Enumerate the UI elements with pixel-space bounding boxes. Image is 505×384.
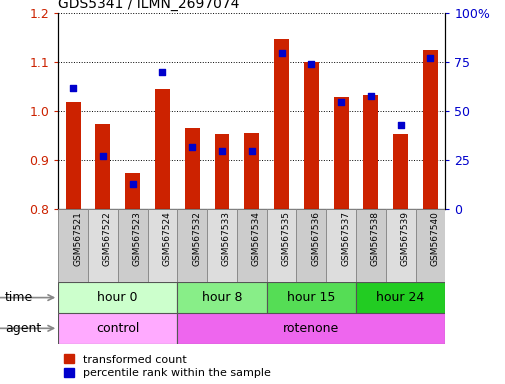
Text: GSM567522: GSM567522 (103, 212, 112, 266)
Point (366, 93, 374, 99)
Text: GSM567533: GSM567533 (222, 212, 230, 266)
Text: GSM567524: GSM567524 (162, 212, 171, 266)
Text: GSM567540: GSM567540 (430, 212, 438, 266)
Point (396, 122, 404, 128)
Bar (88, 209, 118, 282)
Text: hour 15: hour 15 (286, 291, 335, 304)
Bar (177, 282, 266, 313)
Text: GDS5341 / ILMN_2697074: GDS5341 / ILMN_2697074 (58, 0, 239, 11)
Bar (58, 282, 177, 313)
Text: GSM567535: GSM567535 (281, 212, 290, 266)
Text: hour 24: hour 24 (376, 291, 424, 304)
Bar (58, 313, 177, 344)
Bar (177, 313, 444, 344)
Bar (155, 89, 170, 209)
Bar (385, 209, 415, 282)
Point (307, 61, 315, 68)
Bar (125, 172, 140, 209)
Bar (333, 97, 348, 209)
Bar (244, 133, 259, 209)
Text: GSM567536: GSM567536 (311, 212, 320, 266)
Point (128, 181, 136, 187)
Text: rotenone: rotenone (283, 322, 339, 335)
Bar (326, 209, 355, 282)
Bar (58, 209, 88, 282)
Bar (214, 134, 229, 209)
Point (158, 69, 166, 75)
Bar (236, 209, 266, 282)
Text: GSM567538: GSM567538 (370, 212, 379, 266)
Text: hour 0: hour 0 (97, 291, 138, 304)
Point (69, 85, 77, 91)
Bar (392, 134, 407, 209)
Point (98, 153, 107, 159)
Bar (363, 95, 378, 209)
Point (188, 144, 196, 150)
Legend: transformed count, percentile rank within the sample: transformed count, percentile rank withi… (64, 354, 270, 379)
Bar (266, 282, 355, 313)
Text: GSM567539: GSM567539 (400, 212, 409, 266)
Bar (355, 282, 444, 313)
Bar (177, 209, 207, 282)
Text: time: time (5, 291, 33, 304)
Bar (296, 209, 326, 282)
Bar (274, 39, 288, 209)
Bar (355, 209, 385, 282)
Bar (184, 129, 199, 209)
Point (426, 55, 434, 61)
Bar (66, 101, 80, 209)
Bar (118, 209, 147, 282)
Point (277, 50, 285, 56)
Point (247, 147, 256, 154)
Text: hour 8: hour 8 (201, 291, 242, 304)
Bar (422, 50, 437, 209)
Bar (95, 124, 110, 209)
Text: GSM567521: GSM567521 (73, 212, 82, 266)
Bar (147, 209, 177, 282)
Bar (207, 209, 236, 282)
Point (218, 147, 226, 154)
Text: control: control (96, 322, 139, 335)
Text: GSM567532: GSM567532 (192, 212, 201, 266)
Point (336, 98, 344, 104)
Text: GSM567534: GSM567534 (251, 212, 260, 266)
Text: GSM567523: GSM567523 (132, 212, 141, 266)
Bar (415, 209, 444, 282)
Bar (266, 209, 296, 282)
Bar (303, 62, 318, 209)
Text: agent: agent (5, 322, 41, 335)
Text: GSM567537: GSM567537 (340, 212, 349, 266)
